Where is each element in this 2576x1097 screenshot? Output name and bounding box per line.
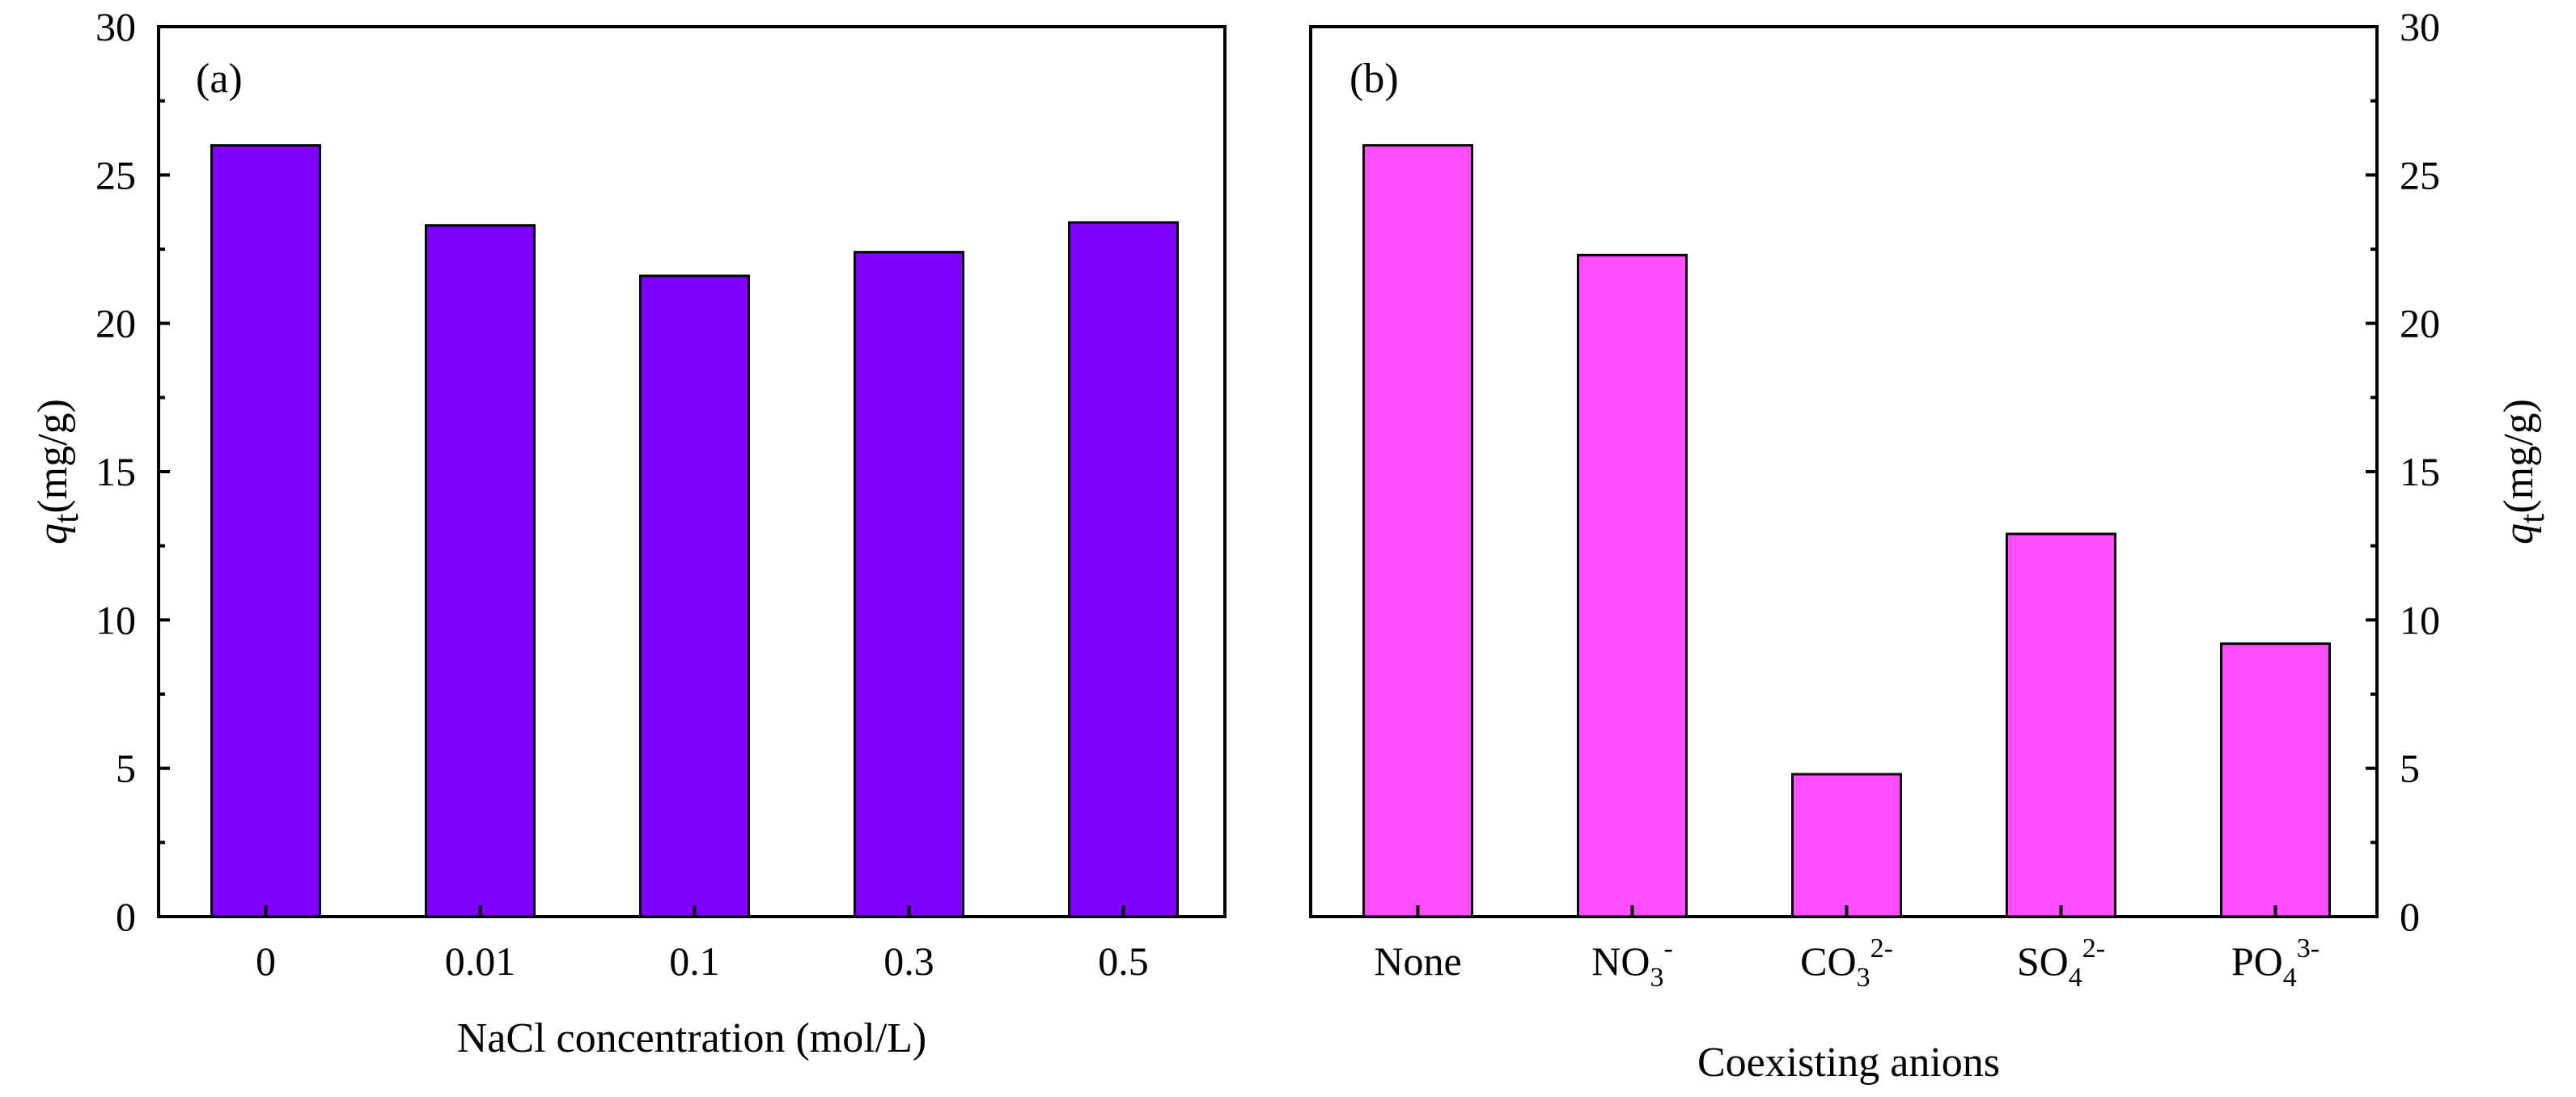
panel-a-ylabel-unit: (mg/g) — [30, 399, 76, 514]
panel-b-ytick-label: 20 — [2400, 301, 2440, 346]
panel-b-bar — [2006, 532, 2116, 918]
panel-b-bar — [1577, 253, 1688, 918]
panel-b-category-base: PO — [2231, 938, 2283, 984]
panel-a-bars — [210, 144, 1179, 918]
panel-a-xlabel: NaCl concentration (mol/L) — [457, 1015, 926, 1061]
panel-a-ylabel-subscript: t — [46, 514, 86, 523]
panel-b-ytick-label: 25 — [2400, 152, 2440, 197]
panel-b-category-sup: - — [1663, 934, 1672, 964]
panel-a-category-label: 0 — [256, 938, 276, 984]
panel-a-ytick-label: 20 — [95, 301, 136, 346]
panel-b-xlabel: Coexisting anions — [1697, 1040, 2000, 1086]
panel-b-ytick-label: 5 — [2400, 746, 2420, 791]
panel-a-tag: (a) — [196, 56, 243, 102]
panel-a-ytick-label: 30 — [95, 4, 136, 49]
panel-b-bar — [2220, 642, 2331, 918]
panel-b-category-base: SO — [2017, 938, 2069, 984]
panel-b-category-label: PO43- — [2231, 934, 2320, 993]
panel-b-category-label: SO42- — [2017, 934, 2105, 993]
panel-b-ylabel-subscript: t — [2512, 514, 2552, 523]
panel-b-ytick-label: 15 — [2400, 449, 2440, 494]
panel-b-category-base: CO — [1800, 938, 1856, 984]
panel-b-category-label: None — [1374, 938, 1461, 984]
panel-b-category-base: None — [1374, 938, 1461, 984]
panel-b-ytick-label: 10 — [2400, 597, 2440, 642]
panel-b-ylabel: qt(mg/g) — [2496, 399, 2552, 544]
panel-b-category-sup: 3- — [2297, 934, 2320, 964]
panel-b-ylabel-symbol: q — [2496, 523, 2542, 544]
panel-b-category-base: NO — [1591, 938, 1650, 984]
panel-b-tag: (b) — [1349, 56, 1399, 102]
panel-b-category-sub: 4 — [2283, 963, 2297, 993]
panel-a-category-label: 0.3 — [883, 938, 934, 984]
panel-a-ytick-label: 15 — [95, 449, 136, 494]
panel-b-category-sub: 4 — [2069, 963, 2082, 993]
panel-b-ytick-label: 0 — [2400, 894, 2420, 939]
panel-a-category-label: 0.01 — [445, 938, 516, 984]
panel-a-ylabel: qt(mg/g) — [30, 399, 86, 544]
panel-a-bar — [425, 224, 536, 918]
panel-b-bar — [1791, 773, 1902, 918]
panel-b-category-label: NO3- — [1591, 934, 1673, 993]
panel-a: 0 5 10 15 20 25 30 0 0.01 0.1 0.3 0.5 (a) NaCl conc… — [30, 4, 1227, 1061]
panel-b-category-label: CO32- — [1800, 934, 1893, 993]
panel-b-category-sub: 3 — [1650, 963, 1663, 993]
panel-a-ticks: 0 5 10 15 20 25 30 0 0.01 0.1 0.3 0.5 — [95, 4, 1149, 984]
panel-a-bar — [1068, 221, 1179, 918]
panel-a-ytick-label: 25 — [95, 152, 136, 197]
panel-a-ytick-label: 5 — [116, 746, 136, 791]
panel-b-category-sub: 3 — [1857, 963, 1871, 993]
panel-b-bar — [1362, 144, 1473, 918]
panel-a-category-label: 0.1 — [669, 938, 720, 984]
panel-a-bar — [639, 274, 750, 918]
panel-b-category-sup: 2- — [2082, 934, 2105, 964]
panel-b-bars — [1362, 144, 2331, 918]
panel-a-ytick-label: 10 — [95, 597, 136, 642]
panel-a-bar — [210, 144, 321, 918]
panel-b-ylabel-unit: (mg/g) — [2496, 399, 2542, 514]
panel-b-ytick-label: 30 — [2400, 4, 2440, 49]
panel-a-bar — [854, 251, 964, 918]
panel-a-ytick-label: 0 — [116, 894, 136, 939]
panel-a-ylabel-symbol: q — [30, 523, 76, 544]
panel-a-category-label: 0.5 — [1098, 938, 1149, 984]
panel-b-category-sup: 2- — [1871, 934, 1893, 964]
